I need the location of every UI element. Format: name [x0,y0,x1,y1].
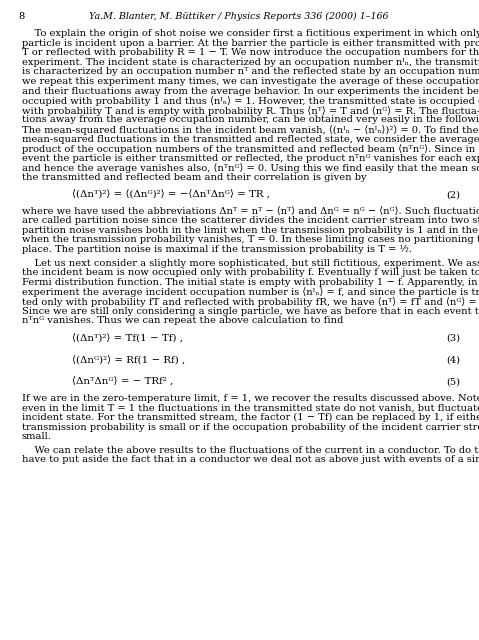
Text: is characterized by an occupation number nᵀ and the reflected state by an occupa: is characterized by an occupation number… [22,67,479,76]
Text: If we are in the zero-temperature limit, f = 1, we recover the results discussed: If we are in the zero-temperature limit,… [22,394,479,403]
Text: are called partition noise since the scatterer divides the incident carrier stre: are called partition noise since the sca… [22,216,479,225]
Text: experiment the average incident occupation number is ⟨nᴵₙ⟩ = f, and since the pa: experiment the average incident occupati… [22,287,479,298]
Text: small.: small. [22,432,52,441]
Text: event the particle is either transmitted or reflected, the product nᵀnᴳ vanishes: event the particle is either transmitted… [22,154,479,163]
Text: partition noise vanishes both in the limit when the transmission probability is : partition noise vanishes both in the lim… [22,226,479,235]
Text: we repeat this experiment many times, we can investigate the average of these oc: we repeat this experiment many times, we… [22,77,479,86]
Text: (3): (3) [446,334,460,343]
Text: We can relate the above results to the fluctuations of the current in a conducto: We can relate the above results to the f… [22,446,479,455]
Text: (5): (5) [446,378,460,387]
Text: ⟨(Δnᵀ)²⟩ = ⟨(Δnᴳ)²⟩ = −⟨ΔnᵀΔnᴳ⟩ = TR ,: ⟨(Δnᵀ)²⟩ = ⟨(Δnᴳ)²⟩ = −⟨ΔnᵀΔnᴳ⟩ = TR , [72,191,270,200]
Text: 8: 8 [18,12,24,21]
Text: and their fluctuations away from the average behavior. In our experiments the in: and their fluctuations away from the ave… [22,86,479,95]
Text: with probability T and is empty with probability R. Thus ⟨nᵀ⟩ = T and ⟨nᴳ⟩ = R. : with probability T and is empty with pro… [22,106,479,116]
Text: transmission probability is small or if the occupation probability of the incide: transmission probability is small or if … [22,422,479,431]
Text: where we have used the abbreviations Δnᵀ = nᵀ − ⟨nᵀ⟩ and Δnᴳ = nᴳ − ⟨nᴳ⟩. Such f: where we have used the abbreviations Δnᵀ… [22,207,479,216]
Text: the incident beam is now occupied only with probability f. Eventually f will jus: the incident beam is now occupied only w… [22,268,479,277]
Text: even in the limit T = 1 the fluctuations in the transmitted state do not vanish,: even in the limit T = 1 the fluctuations… [22,403,479,412]
Text: ⟨(Δnᴳ)²⟩ = Rf(1 − Rf) ,: ⟨(Δnᴳ)²⟩ = Rf(1 − Rf) , [72,356,185,365]
Text: ⟨(Δnᵀ)²⟩ = Tf(1 − Tf) ,: ⟨(Δnᵀ)²⟩ = Tf(1 − Tf) , [72,334,183,343]
Text: T or reflected with probability R = 1 − T. We now introduce the occupation numbe: T or reflected with probability R = 1 − … [22,48,479,57]
Text: Let us next consider a slightly more sophisticated, but still fictitious, experi: Let us next consider a slightly more sop… [22,259,479,268]
Text: Ya.M. Blanter, M. Büttiker / Physics Reports 336 (2000) 1–166: Ya.M. Blanter, M. Büttiker / Physics Rep… [89,12,389,21]
Text: ted only with probability fT and reflected with probability fR, we have ⟨nᵀ⟩ = f: ted only with probability fT and reflect… [22,297,479,307]
Text: when the transmission probability vanishes, T = 0. In these limiting cases no pa: when the transmission probability vanish… [22,236,479,244]
Text: Fermi distribution function. The initial state is empty with probability 1 − f. : Fermi distribution function. The initial… [22,278,479,287]
Text: To explain the origin of shot noise we consider first a fictitious experiment in: To explain the origin of shot noise we c… [22,29,479,38]
Text: Since we are still only considering a single particle, we have as before that in: Since we are still only considering a si… [22,307,479,316]
Text: tions away from the average occupation number, can be obtained very easily in th: tions away from the average occupation n… [22,115,479,124]
Text: ⟨ΔnᵀΔnᴳ⟩ = − TRf² ,: ⟨ΔnᵀΔnᴳ⟩ = − TRf² , [72,378,173,387]
Text: incident state. For the transmitted stream, the factor (1 − Tf) can be replaced : incident state. For the transmitted stre… [22,413,479,422]
Text: The mean-squared fluctuations in the incident beam vanish, ⟨(nᴵₙ − ⟨nᴵₙ⟩)²⟩ = 0.: The mean-squared fluctuations in the inc… [22,125,479,135]
Text: mean-squared fluctuations in the transmitted and reflected state, we consider th: mean-squared fluctuations in the transmi… [22,134,479,143]
Text: product of the occupation numbers of the transmitted and reflected beam ⟨nᵀnᴳ⟩. : product of the occupation numbers of the… [22,144,479,154]
Text: particle is incident upon a barrier. At the barrier the particle is either trans: particle is incident upon a barrier. At … [22,38,479,47]
Text: and hence the average vanishes also, ⟨nᵀnᴳ⟩ = 0. Using this we find easily that : and hence the average vanishes also, ⟨nᵀ… [22,163,479,173]
Text: experiment. The incident state is characterized by an occupation number nᴵₙ, the: experiment. The incident state is charac… [22,58,479,67]
Text: (2): (2) [446,191,460,200]
Text: nᵀnᴳ vanishes. Thus we can repeat the above calculation to find: nᵀnᴳ vanishes. Thus we can repeat the ab… [22,316,343,325]
Text: (4): (4) [446,356,460,365]
Text: have to put aside the fact that in a conductor we deal not as above just with ev: have to put aside the fact that in a con… [22,456,479,465]
Text: occupied with probability 1 and thus ⟨nᴵₙ⟩ = 1. However, the transmitted state i: occupied with probability 1 and thus ⟨nᴵ… [22,96,479,106]
Text: place. The partition noise is maximal if the transmission probability is T = ½.: place. The partition noise is maximal if… [22,245,412,254]
Text: the transmitted and reflected beam and their correlation is given by: the transmitted and reflected beam and t… [22,173,366,182]
